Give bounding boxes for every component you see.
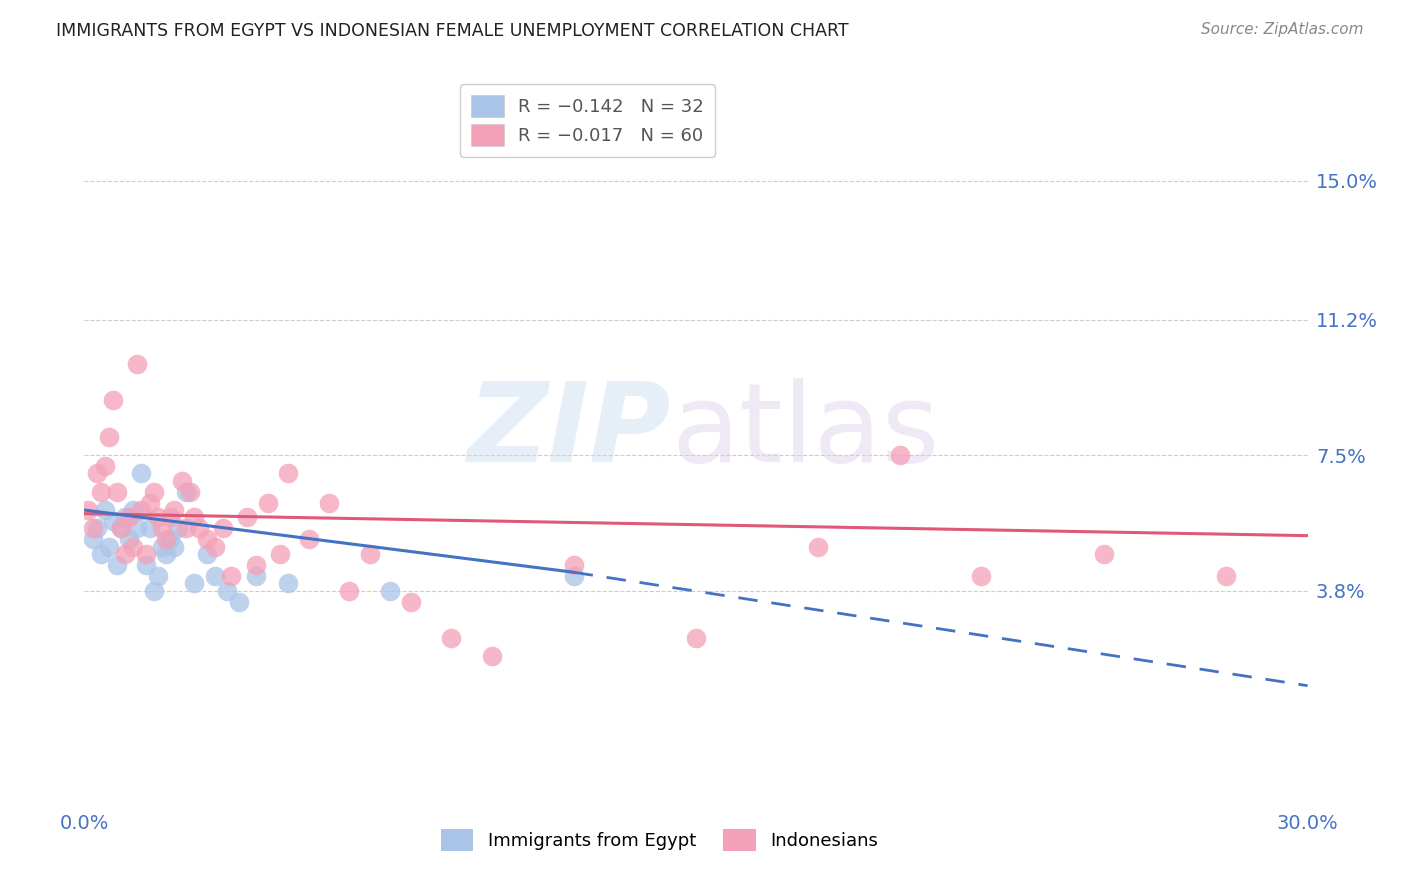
Point <box>807 540 830 554</box>
Point <box>127 521 149 535</box>
Point <box>174 484 197 499</box>
Point <box>101 514 124 528</box>
Point <box>172 474 194 488</box>
Point <box>90 484 112 499</box>
Point <box>105 558 128 572</box>
Point <box>142 583 165 598</box>
Point <box>82 521 104 535</box>
Point <box>159 510 181 524</box>
Point <box>228 594 250 608</box>
Point <box>159 533 181 547</box>
Point <box>889 448 911 462</box>
Point <box>183 510 205 524</box>
Point <box>118 510 141 524</box>
Point <box>146 510 169 524</box>
Point <box>269 547 291 561</box>
Point <box>183 576 205 591</box>
Point <box>339 583 361 598</box>
Point <box>138 496 160 510</box>
Point <box>298 533 321 547</box>
Point <box>167 521 190 535</box>
Point <box>440 631 463 645</box>
Point <box>122 540 145 554</box>
Text: ZIP: ZIP <box>468 378 672 485</box>
Point <box>90 547 112 561</box>
Point <box>187 521 209 535</box>
Point <box>277 467 299 481</box>
Point <box>93 503 115 517</box>
Point <box>77 503 100 517</box>
Point <box>110 521 132 535</box>
Point <box>179 484 201 499</box>
Point <box>105 484 128 499</box>
Point <box>195 547 218 561</box>
Point <box>146 569 169 583</box>
Point <box>257 496 280 510</box>
Point <box>204 540 226 554</box>
Point <box>155 547 177 561</box>
Point <box>150 521 173 535</box>
Point <box>86 467 108 481</box>
Point <box>135 558 157 572</box>
Point <box>481 649 503 664</box>
Point <box>245 569 267 583</box>
Text: Source: ZipAtlas.com: Source: ZipAtlas.com <box>1201 22 1364 37</box>
Point <box>138 521 160 535</box>
Point <box>245 558 267 572</box>
Y-axis label: Female Unemployment: Female Unemployment <box>0 342 8 550</box>
Point <box>562 558 585 572</box>
Point <box>219 569 242 583</box>
Point <box>155 533 177 547</box>
Point <box>1092 547 1115 561</box>
Point <box>685 631 707 645</box>
Point <box>163 503 186 517</box>
Text: IMMIGRANTS FROM EGYPT VS INDONESIAN FEMALE UNEMPLOYMENT CORRELATION CHART: IMMIGRANTS FROM EGYPT VS INDONESIAN FEMA… <box>56 22 849 40</box>
Point <box>114 510 136 524</box>
Text: atlas: atlas <box>672 378 941 485</box>
Point <box>212 521 235 535</box>
Point <box>163 540 186 554</box>
Point <box>97 540 120 554</box>
Point <box>110 521 132 535</box>
Point <box>150 540 173 554</box>
Point <box>127 357 149 371</box>
Point <box>277 576 299 591</box>
Point <box>970 569 993 583</box>
Point <box>1215 569 1237 583</box>
Point <box>118 533 141 547</box>
Point <box>97 430 120 444</box>
Point <box>101 393 124 408</box>
Point <box>114 547 136 561</box>
Point <box>380 583 402 598</box>
Point <box>93 459 115 474</box>
Point <box>135 547 157 561</box>
Point <box>399 594 422 608</box>
Point <box>122 503 145 517</box>
Point <box>131 467 153 481</box>
Point <box>131 503 153 517</box>
Point <box>359 547 381 561</box>
Legend: Immigrants from Egypt, Indonesians: Immigrants from Egypt, Indonesians <box>433 822 884 858</box>
Point <box>217 583 239 598</box>
Point <box>562 569 585 583</box>
Point <box>236 510 259 524</box>
Point <box>318 496 340 510</box>
Point <box>86 521 108 535</box>
Point <box>195 533 218 547</box>
Point <box>174 521 197 535</box>
Point <box>204 569 226 583</box>
Point <box>82 533 104 547</box>
Point <box>142 484 165 499</box>
